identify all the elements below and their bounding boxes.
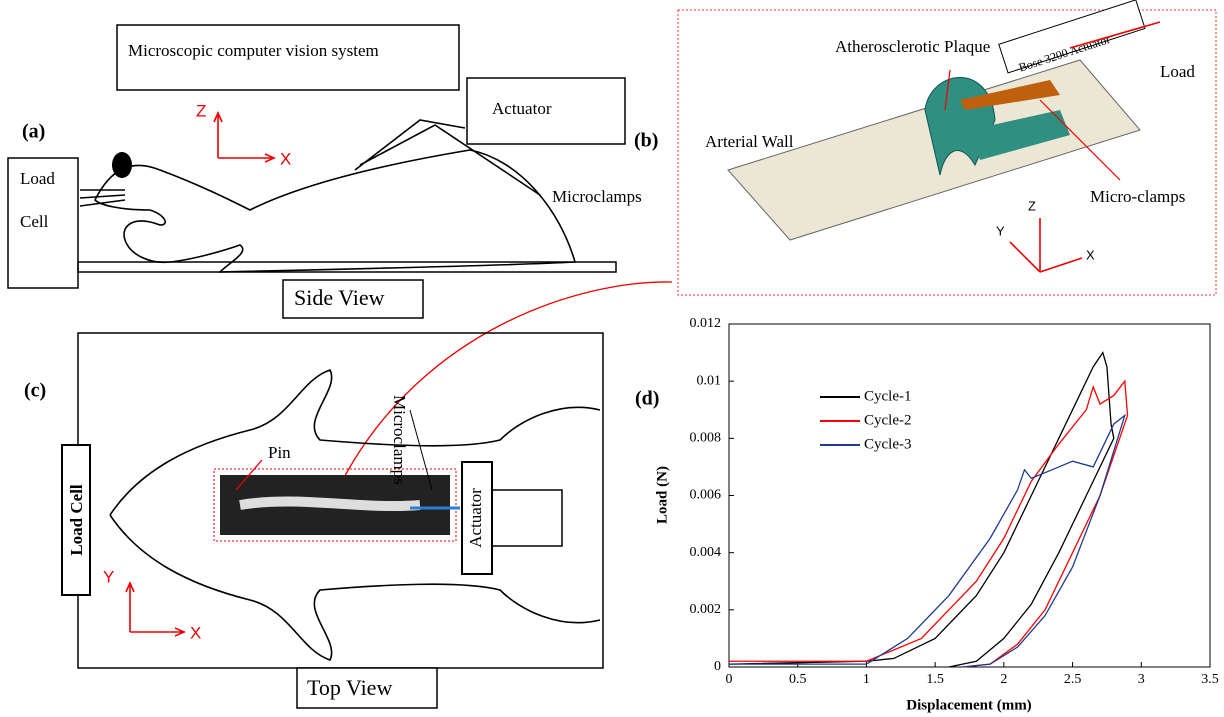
load-cell-label: Load	[20, 169, 55, 188]
panel-d: (d) Displacement (mm) Load (N) 0 0.5 1 1.5 2…	[635, 316, 1219, 713]
x-tick-label: 3.5	[1201, 672, 1219, 687]
link-arrow	[340, 282, 672, 485]
plot-frame	[729, 324, 1210, 667]
microclamps-label: Microclamps	[552, 187, 642, 206]
axis-label: Y	[103, 567, 114, 586]
y-tick-label: 0.012	[690, 316, 722, 331]
x-tick-label: 3	[1138, 672, 1145, 687]
eye-ear	[112, 152, 132, 178]
x-tick-label: 2	[1000, 672, 1007, 687]
panel-a: Microscopic computer vision system Actua…	[8, 25, 642, 318]
panel-label: (b)	[634, 130, 658, 152]
axis-label: X	[190, 623, 201, 642]
label: Load Cell	[67, 484, 86, 556]
view-label: Side View	[294, 285, 385, 310]
vessel	[240, 501, 420, 506]
actuator-label: Actuator	[492, 99, 552, 118]
series-line	[729, 381, 1128, 667]
clamp-lines	[80, 120, 540, 206]
figure: Microscopic computer vision system Actua…	[0, 0, 1224, 717]
axis-label: Z	[196, 101, 206, 120]
rod	[492, 490, 562, 546]
panel-c: (c) Load Cell Pin Microclamps Actuator Y…	[24, 333, 603, 708]
y-axis-label: Load (N)	[654, 466, 670, 524]
y-tick-label: 0.002	[690, 602, 722, 617]
label: Arterial Wall	[705, 132, 794, 151]
panel-label: (a)	[22, 121, 45, 143]
y-tick-label: 0.004	[690, 545, 722, 560]
vision-label: Microscopic computer vision system	[128, 41, 379, 60]
mouse-side	[95, 150, 575, 272]
legend-label: Cycle-2	[864, 412, 911, 428]
legend-label: Cycle-3	[864, 436, 911, 452]
y-tick-label: 0	[714, 659, 721, 674]
label: Actuator	[466, 488, 485, 548]
axes-icon	[214, 113, 274, 162]
label: Load	[1160, 62, 1195, 81]
y-tick-label: 0.006	[690, 488, 722, 503]
x-tick-label: 2.5	[1064, 672, 1082, 687]
axis-label: Y	[996, 223, 1005, 238]
x-tick-label: 1	[863, 672, 870, 687]
series-line	[729, 415, 1125, 667]
axes-icon	[1010, 218, 1082, 272]
load-cell-label: Cell	[20, 212, 49, 231]
label: Microclamps	[390, 395, 409, 485]
panel-label: (d)	[635, 388, 659, 410]
series-line	[729, 353, 1114, 667]
x-axis-label: Displacement (mm)	[906, 697, 1031, 713]
axes-icon	[126, 583, 184, 636]
legend-label: Cycle-1	[864, 388, 911, 404]
y-tick-label: 0.01	[697, 373, 722, 388]
axis-label: X	[1086, 247, 1095, 262]
axis-label: X	[280, 149, 291, 168]
label: Pin	[268, 443, 291, 462]
panel-label: (c)	[24, 380, 46, 402]
axis-label: Z	[1028, 198, 1036, 213]
x-tick-label: 0.5	[789, 672, 807, 687]
label: Atherosclerotic Plaque	[835, 37, 990, 56]
view-label: Top View	[307, 675, 392, 700]
x-tick-label: 0	[726, 672, 733, 687]
y-tick-label: 0.008	[690, 431, 722, 446]
x-tick-label: 1.5	[926, 672, 944, 687]
label: Micro-clamps	[1090, 187, 1185, 206]
